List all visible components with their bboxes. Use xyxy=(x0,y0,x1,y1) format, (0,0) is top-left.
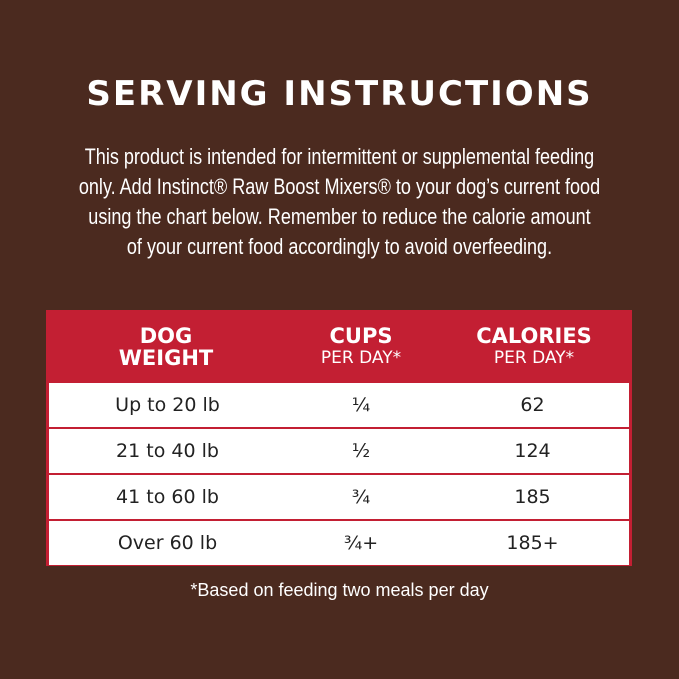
cell-cups: ¼ xyxy=(351,394,371,416)
intro-line: This product is intended for intermitten… xyxy=(84,144,595,169)
header-sub: PER DAY* xyxy=(493,347,575,368)
cell-weight: 41 to 60 lb xyxy=(116,486,219,508)
header-calories: CALORIES PER DAY* xyxy=(436,310,632,383)
cell-cups: ¾ xyxy=(351,486,371,508)
cell-calories: 185 xyxy=(514,486,551,508)
header-cups: CUPS PER DAY* xyxy=(286,310,436,383)
page-title: SERVING INSTRUCTIONS xyxy=(86,74,593,114)
footnote: *Based on feeding two meals per day xyxy=(190,580,489,600)
cell-weight: Up to 20 lb xyxy=(115,394,220,416)
intro-line: using the chart below. Remember to reduc… xyxy=(88,204,591,229)
table-header: DOG WEIGHT CUPS PER DAY* CALORIES PER DA… xyxy=(46,310,632,383)
serving-table: DOG WEIGHT CUPS PER DAY* CALORIES PER DA… xyxy=(46,310,632,566)
intro-text: This product is intended for intermitten… xyxy=(0,142,679,262)
intro-line: of your current food accordingly to avoi… xyxy=(126,234,553,259)
cell-weight: 21 to 40 lb xyxy=(116,440,219,462)
table-row: 21 to 40 lb ½ 124 xyxy=(49,429,629,473)
header-sub: PER DAY* xyxy=(320,347,402,368)
cell-cups: ¾+ xyxy=(343,532,379,554)
intro-line: only. Add Instinct® Raw Boost Mixers® to… xyxy=(78,174,601,199)
header-main: CALORIES xyxy=(476,323,592,348)
header-main: DOG xyxy=(139,323,193,348)
cell-weight: Over 60 lb xyxy=(117,532,218,554)
header-main: CUPS xyxy=(329,323,393,348)
header-sub: WEIGHT xyxy=(118,345,214,370)
table-row: Up to 20 lb ¼ 62 xyxy=(49,383,629,427)
cell-calories: 124 xyxy=(514,440,551,462)
table-row: Over 60 lb ¾+ 185+ xyxy=(49,521,629,565)
cell-cups: ½ xyxy=(351,440,371,462)
table-row: 41 to 60 lb ¾ 185 xyxy=(49,475,629,519)
cell-calories: 185+ xyxy=(506,532,559,554)
header-dog-weight: DOG WEIGHT xyxy=(46,310,286,383)
cell-calories: 62 xyxy=(520,394,545,416)
